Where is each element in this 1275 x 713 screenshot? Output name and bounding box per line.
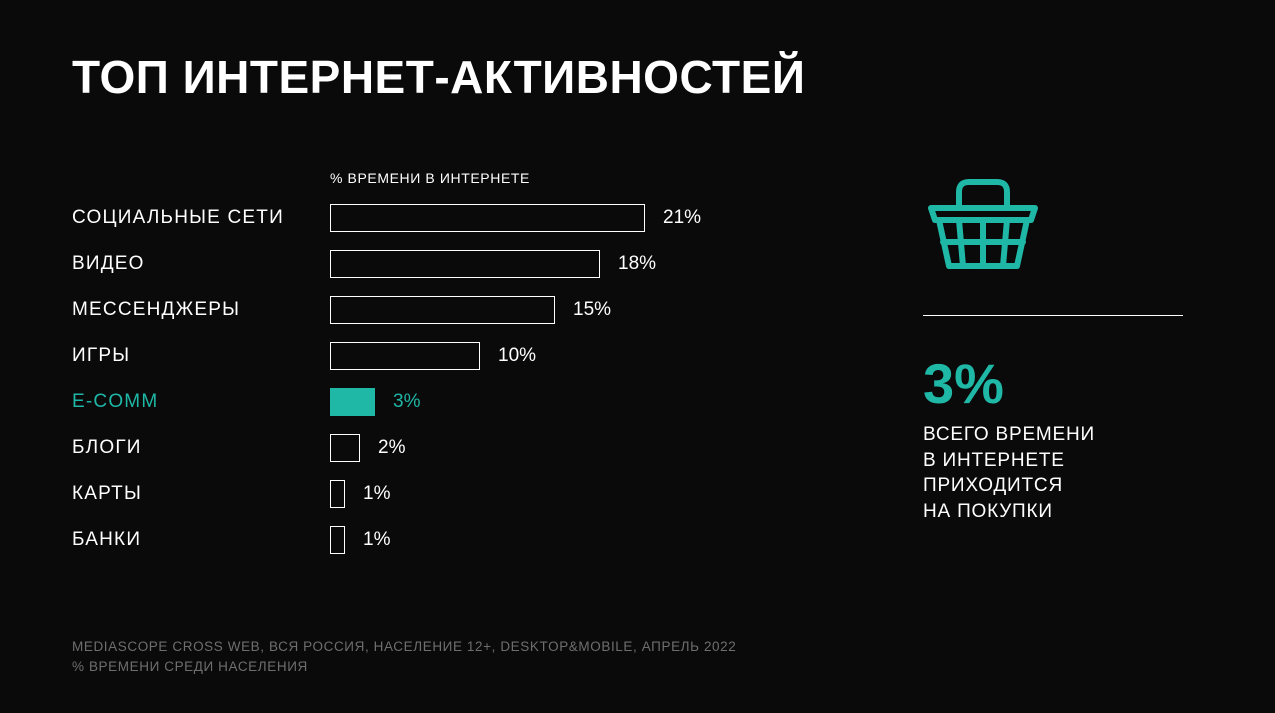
category-label: ИГРЫ <box>72 345 330 367</box>
bar <box>330 480 345 508</box>
page-title: ТОП ИНТЕРНЕТ-АКТИВНОСТЕЙ <box>72 50 1203 104</box>
callout-text-line: НА ПОКУПКИ <box>923 499 1203 525</box>
footnote-line: MEDIASCOPE CROSS WEB, ВСЯ РОССИЯ, НАСЕЛЕ… <box>72 637 736 657</box>
bar <box>330 342 480 370</box>
bar <box>330 204 645 232</box>
category-label: БЛОГИ <box>72 437 330 459</box>
chart-row: МЕССЕНДЖЕРЫ 15% <box>72 296 772 324</box>
callout-text-line: В ИНТЕРНЕТЕ <box>923 448 1203 474</box>
bar <box>330 526 345 554</box>
bar <box>330 296 555 324</box>
bar-value-label: 21% <box>663 207 701 229</box>
callout-big-number: 3% <box>923 356 1203 412</box>
bar-value-label: 2% <box>378 437 405 459</box>
category-label: КАРТЫ <box>72 483 330 505</box>
chart-rows: СОЦИАЛЬНЫЕ СЕТИ 21% ВИДЕО 18% МЕССЕНДЖЕРЫ 15%… <box>72 204 772 554</box>
chart-row: ИГРЫ 10% <box>72 342 772 370</box>
callout-divider <box>923 315 1183 316</box>
bar-wrap: 2% <box>330 434 405 462</box>
category-label: СОЦИАЛЬНЫЕ СЕТИ <box>72 207 330 229</box>
callout-text: ВСЕГО ВРЕМЕНИВ ИНТЕРНЕТЕПРИХОДИТСЯНА ПОК… <box>923 422 1203 525</box>
callout-panel: 3% ВСЕГО ВРЕМЕНИВ ИНТЕРНЕТЕПРИХОДИТСЯНА … <box>923 170 1203 554</box>
bar-wrap: 18% <box>330 250 656 278</box>
chart-row: ВИДЕО 18% <box>72 250 772 278</box>
bar-wrap: 1% <box>330 526 390 554</box>
bar <box>330 434 360 462</box>
bar-wrap: 21% <box>330 204 701 232</box>
bar-chart: % ВРЕМЕНИ В ИНТЕРНЕТЕ СОЦИАЛЬНЫЕ СЕТИ 21%… <box>72 170 772 554</box>
bar-wrap: 1% <box>330 480 390 508</box>
bar-value-label: 3% <box>393 391 420 413</box>
bar-wrap: 10% <box>330 342 536 370</box>
basket-icon <box>923 174 1203 315</box>
footnote: MEDIASCOPE CROSS WEB, ВСЯ РОССИЯ, НАСЕЛЕ… <box>72 637 736 678</box>
bar-wrap: 15% <box>330 296 611 324</box>
footnote-line: % ВРЕМЕНИ СРЕДИ НАСЕЛЕНИЯ <box>72 657 736 677</box>
bar-value-label: 18% <box>618 253 656 275</box>
bar <box>330 388 375 416</box>
bar-value-label: 1% <box>363 529 390 551</box>
bar-value-label: 15% <box>573 299 611 321</box>
bar <box>330 250 600 278</box>
bar-value-label: 10% <box>498 345 536 367</box>
category-label: E-COMM <box>72 391 330 413</box>
category-label: ВИДЕО <box>72 253 330 275</box>
bar-value-label: 1% <box>363 483 390 505</box>
chart-row: СОЦИАЛЬНЫЕ СЕТИ 21% <box>72 204 772 232</box>
bar-wrap: 3% <box>330 388 420 416</box>
callout-text-line: ВСЕГО ВРЕМЕНИ <box>923 422 1203 448</box>
category-label: БАНКИ <box>72 529 330 551</box>
category-label: МЕССЕНДЖЕРЫ <box>72 299 330 321</box>
content-area: % ВРЕМЕНИ В ИНТЕРНЕТЕ СОЦИАЛЬНЫЕ СЕТИ 21%… <box>72 170 1203 554</box>
chart-row: БЛОГИ 2% <box>72 434 772 462</box>
chart-axis-label: % ВРЕМЕНИ В ИНТЕРНЕТЕ <box>330 170 772 186</box>
chart-row: КАРТЫ 1% <box>72 480 772 508</box>
chart-row: БАНКИ 1% <box>72 526 772 554</box>
chart-row: E-COMM 3% <box>72 388 772 416</box>
callout-text-line: ПРИХОДИТСЯ <box>923 473 1203 499</box>
